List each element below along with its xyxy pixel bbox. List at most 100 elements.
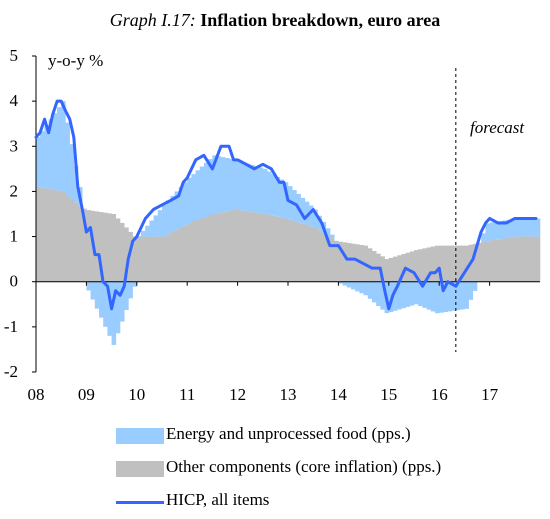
core-bar <box>74 202 79 282</box>
core-bar <box>305 225 310 282</box>
legend-swatch-energy <box>116 428 164 444</box>
legend-swatch-core <box>116 461 164 477</box>
energy-bar <box>263 169 268 214</box>
energy-bar <box>469 282 474 300</box>
energy-bar <box>527 219 532 237</box>
legend-label-core: Other components (core inflation) (pps.) <box>166 457 441 477</box>
energy-bar <box>166 200 171 234</box>
core-bar <box>267 215 272 282</box>
core-bar <box>498 239 503 282</box>
core-bar <box>452 246 457 282</box>
core-bar <box>322 233 327 282</box>
chart-title: Graph I.17: Inflation breakdown, euro ar… <box>0 10 550 31</box>
core-bar <box>145 237 150 282</box>
energy-bar <box>343 282 348 286</box>
core-bar <box>242 211 247 282</box>
energy-bar <box>519 219 524 237</box>
core-bar <box>317 230 322 281</box>
core-bar <box>229 210 234 281</box>
energy-bar <box>196 170 201 220</box>
core-bar <box>410 251 415 281</box>
core-bar <box>158 237 163 282</box>
core-bar <box>532 237 537 282</box>
core-bar <box>254 213 259 282</box>
energy-bar <box>347 282 352 288</box>
legend-item-hicp: HICP, all items <box>110 486 550 519</box>
energy-bar <box>53 113 58 190</box>
core-bar <box>309 226 314 281</box>
legend-item-core: Other components (core inflation) (pps.) <box>110 453 550 486</box>
core-bar <box>464 246 469 282</box>
core-bar <box>137 237 142 282</box>
energy-bar <box>57 107 62 191</box>
energy-bar <box>204 163 209 217</box>
energy-bar <box>494 222 499 240</box>
energy-bar <box>70 144 75 198</box>
core-bar <box>217 213 222 282</box>
core-bar <box>183 225 188 281</box>
energy-bar <box>86 282 91 291</box>
energy-bar <box>414 282 419 305</box>
core-bar <box>456 246 461 282</box>
y-tick-label: 4 <box>10 91 19 110</box>
x-tick-label: 15 <box>380 385 397 404</box>
x-tick-label: 08 <box>28 385 45 404</box>
core-bar <box>393 257 398 282</box>
core-bar <box>44 188 49 281</box>
core-bar <box>162 237 167 282</box>
energy-bar <box>355 282 360 292</box>
energy-bar <box>183 182 188 225</box>
core-bar <box>95 211 100 281</box>
core-bar <box>494 240 499 282</box>
legend-label-energy: Energy and unprocessed food (pps.) <box>166 424 411 444</box>
energy-bar <box>490 222 495 240</box>
core-bar <box>292 221 297 282</box>
core-bar <box>221 212 226 282</box>
energy-bar <box>233 160 238 210</box>
x-tick-label: 11 <box>179 385 195 404</box>
core-bar <box>191 222 196 282</box>
core-bar <box>196 220 201 282</box>
core-bar <box>212 214 217 282</box>
core-bar <box>107 213 112 281</box>
core-bar <box>166 234 171 281</box>
energy-bar <box>191 174 196 221</box>
core-bar <box>259 213 264 281</box>
core-bar <box>271 216 276 282</box>
core-bar <box>70 199 75 282</box>
core-bar <box>502 239 507 282</box>
forecast-label: forecast <box>470 118 525 137</box>
energy-bar <box>410 282 415 306</box>
energy-bar <box>330 235 335 239</box>
core-bar <box>200 219 205 282</box>
core-bar <box>288 220 293 282</box>
core-bar <box>78 206 83 282</box>
energy-bar <box>229 159 234 211</box>
energy-bar <box>116 282 121 334</box>
core-bar <box>448 246 453 282</box>
y-tick-label: 3 <box>10 136 19 155</box>
y-tick-label: -2 <box>4 362 18 381</box>
core-bar <box>120 223 125 282</box>
chart-title-prefix: Graph I.17: <box>110 10 196 30</box>
energy-bar <box>368 282 373 299</box>
energy-bar <box>128 282 133 299</box>
x-tick-label: 10 <box>128 385 145 404</box>
core-bar <box>515 237 520 282</box>
energy-bar <box>44 125 49 188</box>
energy-bar <box>401 282 406 308</box>
core-bar <box>36 187 41 282</box>
core-bar <box>485 241 490 282</box>
energy-bar <box>187 178 192 223</box>
core-bar <box>154 237 159 282</box>
y-tick-label: 2 <box>10 181 19 200</box>
y-tick-label: 5 <box>10 46 19 65</box>
core-bar <box>511 237 515 281</box>
energy-bar <box>242 162 247 210</box>
energy-bar <box>460 282 465 310</box>
core-bar <box>141 237 146 282</box>
core-bar <box>536 237 541 282</box>
core-bar <box>443 246 448 282</box>
core-bar <box>343 242 348 281</box>
core-bar <box>523 237 528 282</box>
